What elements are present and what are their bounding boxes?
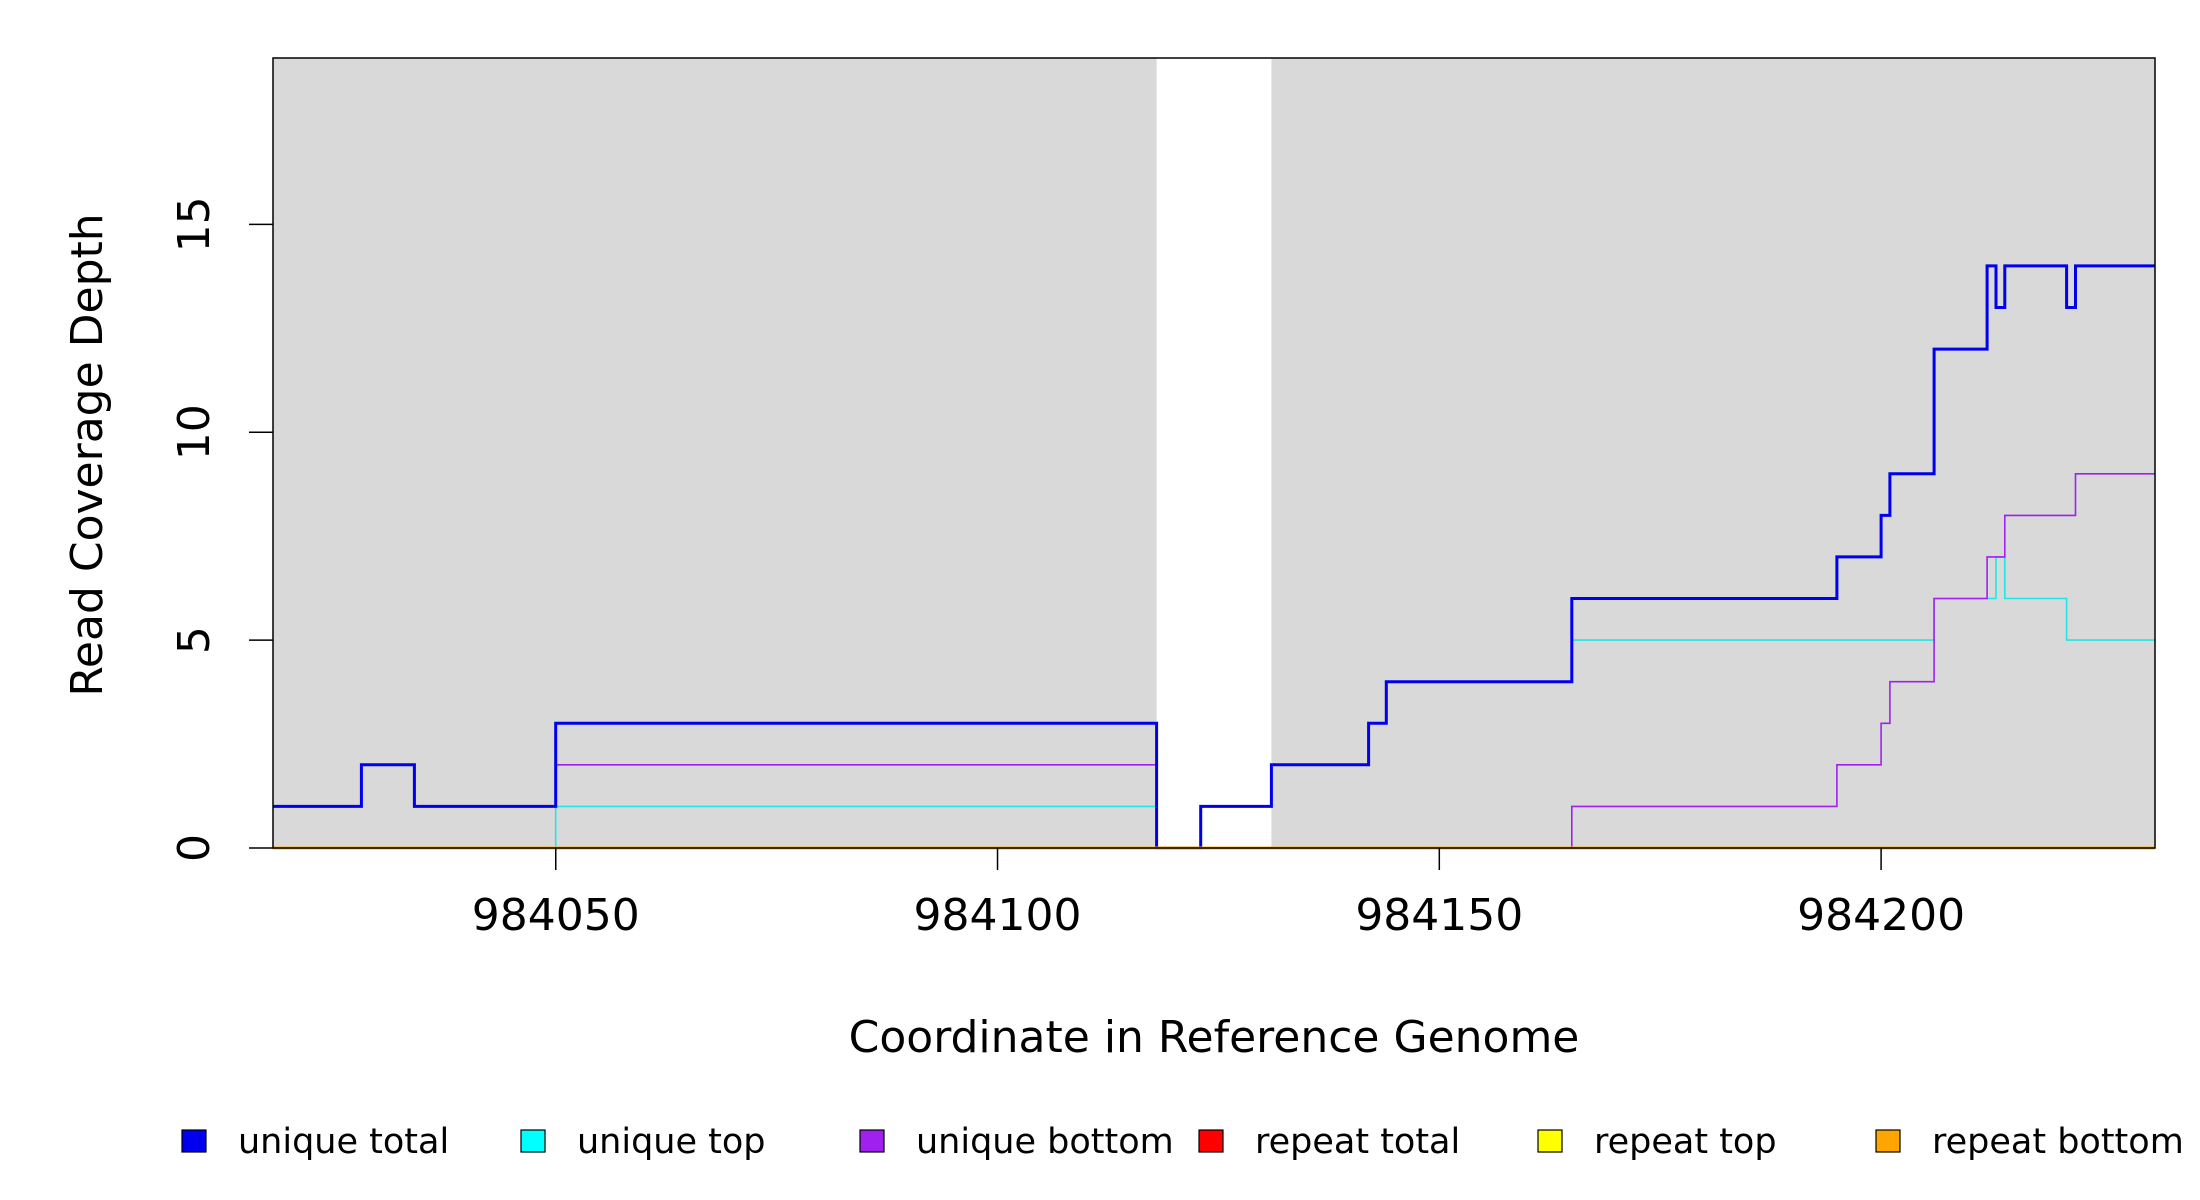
x-tick-label-984200: 984200 (1797, 890, 1965, 941)
series-unique-total (273, 264, 2155, 850)
legend-label-unique-top: unique top (577, 1122, 766, 1162)
legend-swatch-unique-bottom (859, 1129, 885, 1153)
legend-label-repeat-top: repeat top (1594, 1122, 1777, 1162)
legend-swatch-unique-total (181, 1129, 207, 1153)
y-axis: 0 5 10 15 (169, 196, 273, 862)
y-tick-label-0: 0 (169, 834, 220, 862)
legend-label-repeat-bottom: repeat bottom (1932, 1122, 2184, 1162)
x-axis-label: Coordinate in Reference Genome (849, 1012, 1580, 1063)
plot-frame (272, 57, 2156, 849)
x-tick-label-984100: 984100 (914, 890, 1082, 941)
y-tick-label-15: 15 (169, 196, 220, 252)
shaded-regions (273, 58, 2155, 848)
legend-label-unique-bottom: unique bottom (916, 1122, 1174, 1162)
y-tick-label-5: 5 (169, 626, 220, 654)
legend-swatch-unique-top (520, 1129, 546, 1153)
y-tick-label-10: 10 (169, 404, 220, 460)
shaded-region-1 (1271, 58, 2155, 848)
legend-label-unique-total: unique total (238, 1122, 449, 1162)
x-tick-label-984050: 984050 (472, 890, 640, 941)
legend-swatch-repeat-top (1537, 1129, 1563, 1153)
x-axis: 984050 984100 984150 984200 (472, 848, 1965, 941)
legend-label-repeat-total: repeat total (1255, 1122, 1460, 1162)
legend: unique total unique top unique bottom repea… (181, 1122, 2184, 1162)
y-axis-label: Read Coverage Depth (62, 213, 113, 696)
legend-swatch-repeat-bottom (1875, 1129, 1901, 1153)
shaded-region-0 (273, 58, 1157, 848)
x-tick-label-984150: 984150 (1355, 890, 1523, 941)
legend-swatch-repeat-total (1198, 1129, 1224, 1153)
